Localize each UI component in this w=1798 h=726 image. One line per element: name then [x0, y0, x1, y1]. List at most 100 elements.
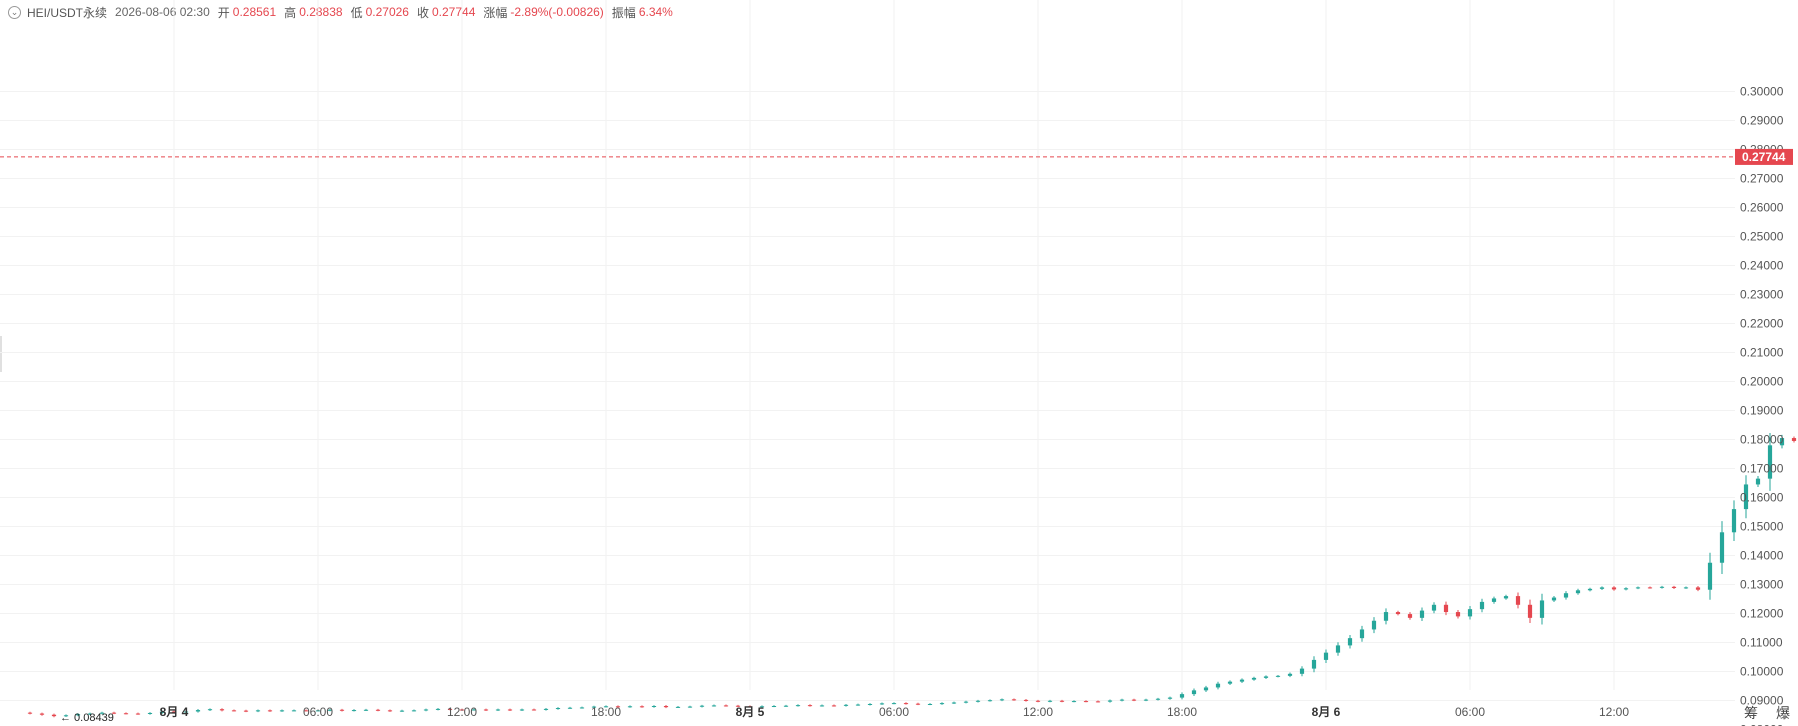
- candle-body: [1611, 587, 1617, 590]
- markers: 0.277440.29550 →← 0.08439: [0, 148, 1793, 724]
- candle-body: [1767, 445, 1773, 479]
- candle-body: [675, 706, 681, 708]
- candle-body: [1563, 593, 1569, 598]
- candle-body: [291, 710, 297, 712]
- candle-body: [1623, 588, 1629, 590]
- x-tick-label: 8月 5: [736, 705, 765, 719]
- y-tick-label: 0.23000: [1740, 288, 1784, 302]
- candle-body: [807, 705, 813, 707]
- low-value: 0.27026: [365, 5, 409, 19]
- y-tick-label: 0.20000: [1740, 375, 1784, 389]
- candle-body: [1695, 587, 1701, 590]
- last-price-label: 0.27744: [1742, 150, 1786, 164]
- candle-body: [207, 709, 213, 711]
- x-tick-label: 06:00: [1455, 705, 1485, 719]
- candle-body: [771, 706, 777, 708]
- y-tick-label: 0.24000: [1740, 259, 1784, 273]
- candle-body: [339, 709, 345, 711]
- candle-body: [1383, 612, 1389, 621]
- candle-body: [1155, 698, 1161, 700]
- candle-body: [915, 703, 921, 705]
- candle-body: [1311, 659, 1317, 669]
- candle-body: [615, 706, 621, 708]
- candle-body: [1491, 598, 1497, 602]
- candle-body: [183, 711, 189, 713]
- candle-body: [1575, 590, 1581, 594]
- candle-body: [87, 713, 93, 715]
- candle-body: [531, 709, 537, 711]
- candle-body: [1227, 681, 1233, 684]
- candle-body: [1671, 586, 1677, 588]
- price-axis[interactable]: 0.08000 0.09000 0.10000 0.11000 0.12000 0.130…: [1740, 85, 1784, 726]
- y-tick-label: 0.14000: [1740, 549, 1784, 563]
- candle-body: [603, 706, 609, 708]
- candle-body: [243, 710, 249, 712]
- chip-distribution-button[interactable]: 筹: [1744, 705, 1758, 721]
- candle-body: [591, 706, 597, 708]
- candle-body: [783, 705, 789, 707]
- candle-body: [1239, 679, 1245, 682]
- candle-body: [399, 710, 405, 712]
- time-axis[interactable]: 8月 4 06:00 12:00 18:00 8月 5 06:00 12:00 18:00 8月…: [160, 705, 1630, 719]
- y-tick-label: 0.09000: [1740, 694, 1784, 708]
- candle-body: [1527, 604, 1533, 618]
- candle-body: [1119, 699, 1125, 701]
- candle-body: [831, 705, 837, 707]
- y-tick-label: 0.15000: [1740, 520, 1784, 534]
- candle-body: [1503, 596, 1509, 599]
- candle-body: [1743, 484, 1749, 510]
- candle-body: [819, 705, 825, 707]
- candle-body: [1179, 694, 1185, 698]
- candle-body: [267, 710, 273, 712]
- candle-body: [735, 705, 741, 707]
- y-tick-label: 0.08000: [1740, 723, 1784, 726]
- candle-body: [363, 709, 369, 711]
- candle-body: [411, 710, 417, 712]
- candle-body: [1719, 532, 1725, 563]
- candle-body: [1263, 676, 1269, 678]
- candle-body: [303, 710, 309, 712]
- candle-body: [1131, 699, 1137, 701]
- symbol-name[interactable]: HEI/USDT永续: [27, 5, 108, 20]
- candle-body: [327, 709, 333, 711]
- candle-body: [231, 710, 237, 712]
- liquidation-button[interactable]: 爆: [1776, 705, 1790, 721]
- candle-body: [747, 706, 753, 708]
- candle-body: [435, 708, 441, 710]
- close-value: 0.27744: [432, 5, 476, 19]
- candle-body: [315, 710, 321, 712]
- chevron-down-icon[interactable]: ⌄: [8, 5, 21, 19]
- candle-body: [147, 712, 153, 714]
- y-tick-label: 0.25000: [1740, 230, 1784, 244]
- candle-body: [1215, 683, 1221, 688]
- candle-body: [1047, 700, 1053, 702]
- candle-body: [1107, 700, 1113, 702]
- left-edge-handle[interactable]: [0, 336, 2, 372]
- candle-body: [1515, 596, 1521, 605]
- low-marker-label: ← 0.08439: [60, 712, 114, 724]
- candle-body: [75, 714, 81, 716]
- candle-body: [195, 710, 201, 712]
- candle-body: [27, 712, 33, 714]
- candle-body: [963, 701, 969, 703]
- candle-body: [1659, 586, 1665, 588]
- y-tick-label: 0.17000: [1740, 462, 1784, 476]
- candle-body: [255, 710, 261, 712]
- candles: [27, 433, 1797, 718]
- candle-body: [1371, 620, 1377, 630]
- candle-body: [795, 705, 801, 707]
- y-tick-label: 0.27000: [1740, 172, 1784, 186]
- candle-body: [639, 706, 645, 708]
- close-label: 收: [416, 5, 429, 20]
- candle-body: [1599, 587, 1605, 589]
- candle-body: [1167, 697, 1173, 699]
- candle-body: [891, 703, 897, 705]
- candle-body: [999, 699, 1005, 701]
- candle-body: [1587, 588, 1593, 591]
- y-tick-label: 0.11000: [1740, 636, 1783, 650]
- candle-body: [1635, 587, 1641, 589]
- candle-body: [951, 702, 957, 704]
- x-tick-label: 12:00: [1023, 705, 1053, 719]
- candle-body: [1143, 699, 1149, 701]
